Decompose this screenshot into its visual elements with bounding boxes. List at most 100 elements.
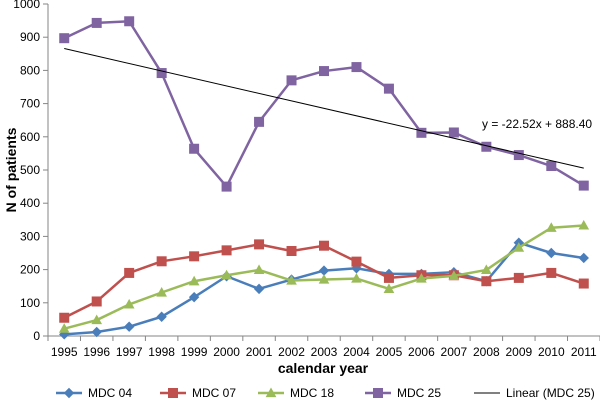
x-tick-label: 2001: [246, 345, 273, 359]
data-point: [123, 321, 135, 332]
x-tick-label: 2002: [278, 345, 305, 359]
data-point: [416, 273, 427, 283]
data-point: [124, 16, 135, 27]
data-point: [546, 247, 557, 259]
data-point: [254, 239, 265, 250]
data-point: [546, 267, 557, 278]
data-point: [319, 66, 329, 77]
y-axis-ticks: 0 100 200 300 400 500 600 700 800 900 1000: [13, 0, 48, 343]
data-point: [156, 311, 167, 322]
data-point: [91, 326, 102, 338]
data-point: [221, 245, 232, 256]
legend-item: MDC 18: [258, 386, 334, 400]
x-axis-ticks: 1995 1996 1997 1998 1999 2000 2001 2002 2003 2004…: [47, 336, 600, 359]
data-point: [448, 270, 460, 281]
data-point: [351, 256, 362, 267]
x-tick-label: 2003: [311, 345, 338, 359]
data-point: [254, 116, 265, 127]
data-point: [189, 251, 200, 262]
data-point: [91, 314, 103, 325]
x-tick-label: 2009: [505, 345, 532, 359]
data-point: [286, 246, 297, 257]
data-point: [59, 312, 70, 323]
legend-label: MDC 07: [192, 386, 236, 400]
x-tick-label: 2004: [343, 345, 370, 359]
y-tick-label: 600: [20, 130, 40, 144]
data-point: [91, 296, 102, 307]
data-point: [513, 242, 525, 252]
data-point: [253, 264, 265, 275]
data-point: [123, 298, 135, 309]
data-point: [578, 180, 589, 191]
data-point: [124, 267, 135, 278]
data-point: [578, 278, 589, 289]
data-point: [448, 127, 459, 138]
legend-item: MDC 04: [56, 386, 132, 400]
trendline: [64, 48, 584, 169]
y-tick-label: 800: [20, 63, 40, 77]
data-point: [546, 161, 557, 172]
series-mdc-25: [59, 16, 589, 192]
data-point: [481, 264, 492, 275]
y-tick-label: 400: [20, 196, 40, 210]
legend-swatch-marker: [265, 387, 277, 398]
trendline-equation: y = -22.52x + 888.40: [482, 117, 592, 131]
data-point: [286, 275, 297, 285]
x-tick-label: 2008: [473, 345, 500, 359]
y-tick-label: 0: [33, 329, 40, 343]
x-tick-label: 1998: [148, 345, 175, 359]
data-point: [188, 291, 200, 303]
x-tick-label: 1995: [51, 345, 78, 359]
y-tick-label: 700: [20, 97, 40, 111]
data-point: [416, 127, 427, 138]
legend-swatch-marker: [373, 388, 383, 398]
data-point: [156, 286, 167, 297]
data-point: [156, 68, 167, 79]
data-point: [59, 33, 70, 44]
legend-item: Linear (MDC 25): [474, 386, 595, 400]
data-point: [383, 283, 395, 293]
data-point: [221, 269, 232, 280]
data-point: [318, 265, 330, 276]
x-tick-label: 2000: [213, 345, 240, 359]
x-tick-label: 2005: [376, 345, 403, 359]
data-point: [91, 17, 102, 28]
x-tick-label: 1999: [181, 345, 208, 359]
legend-label: Linear (MDC 25): [506, 386, 595, 400]
data-point: [58, 323, 70, 333]
legend-swatch-marker: [63, 387, 75, 399]
series-line: [63, 20, 585, 188]
x-tick-label: 2006: [408, 345, 435, 359]
y-tick-label: 900: [20, 30, 40, 44]
data-point: [156, 256, 167, 267]
y-tick-label: 100: [20, 296, 40, 310]
series-mdc-18: [58, 219, 590, 333]
legend-label: MDC 04: [88, 386, 132, 400]
x-tick-label: 1996: [83, 345, 110, 359]
data-point: [188, 275, 200, 286]
data-point: [319, 240, 329, 251]
data-point: [513, 150, 524, 161]
data-point: [189, 143, 200, 154]
legend: MDC 04 MDC 07 MDC 18 MDC 25 Linear (MDC 25): [56, 386, 595, 400]
data-point: [578, 252, 589, 264]
data-point: [383, 83, 394, 94]
series-layer: [58, 16, 590, 340]
data-point: [351, 273, 362, 283]
data-point: [221, 181, 232, 192]
data-point: [481, 276, 492, 287]
trendline-layer: [64, 48, 584, 169]
legend-item: MDC 25: [365, 386, 441, 400]
data-point: [351, 62, 362, 73]
x-tick-label: 2011: [571, 345, 597, 359]
legend-swatch-marker: [168, 388, 178, 398]
data-point: [383, 272, 394, 283]
data-point: [513, 272, 524, 283]
legend-label: MDC 18: [290, 386, 334, 400]
legend-item: MDC 07: [160, 386, 236, 400]
data-point: [286, 75, 297, 86]
x-tick-label: 1997: [116, 345, 143, 359]
x-tick-label: 2010: [538, 345, 565, 359]
x-tick-label: 2007: [441, 345, 468, 359]
data-point: [578, 219, 590, 230]
